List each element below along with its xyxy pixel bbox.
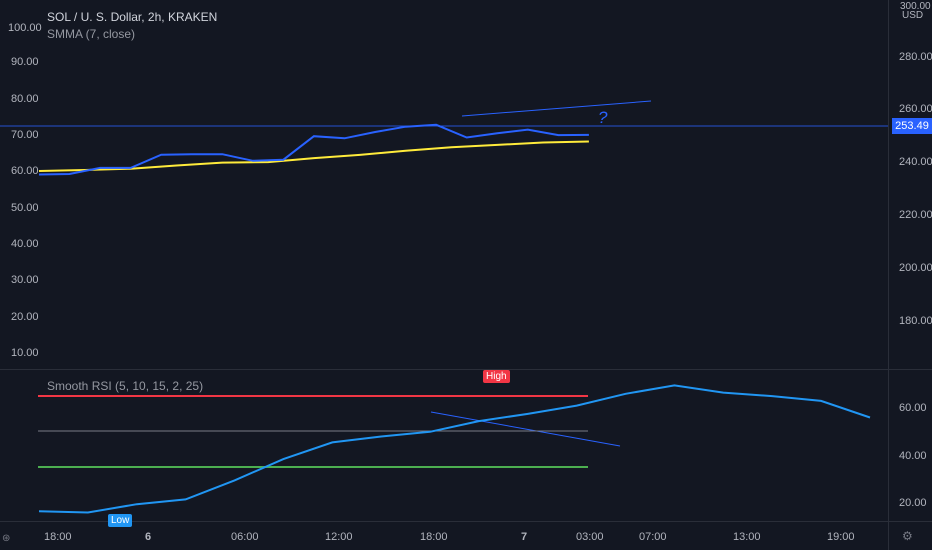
question-mark-annotation[interactable]: ? bbox=[598, 108, 608, 127]
rsi-axis-label: 40.00 bbox=[899, 450, 927, 462]
tradingview-logo-icon[interactable]: ⊛ bbox=[2, 533, 11, 544]
trendline-rsi-drawing[interactable] bbox=[430, 411, 621, 447]
time-axis-label: 18:00 bbox=[44, 531, 72, 543]
right-axis-label: 220.00 bbox=[899, 209, 932, 221]
rsi-line bbox=[38, 384, 871, 514]
left-axis-label: 60.00 bbox=[11, 165, 39, 177]
time-axis-label: 19:00 bbox=[827, 531, 855, 543]
smma-line bbox=[38, 140, 589, 172]
left-axis-label: 90.00 bbox=[11, 56, 39, 68]
left-axis-label: 50.00 bbox=[11, 202, 39, 214]
trendline-price-drawing[interactable] bbox=[461, 100, 652, 117]
right-axis-label: 180.00 bbox=[899, 315, 932, 327]
left-axis-label: 10.00 bbox=[11, 347, 39, 359]
rsi-axis-label: 60.00 bbox=[899, 402, 927, 414]
symbol-title[interactable]: SOL / U. S. Dollar, 2h, KRAKEN bbox=[47, 10, 218, 24]
time-axis-label: 07:00 bbox=[639, 531, 667, 543]
right-axis-label: 200.00 bbox=[899, 262, 932, 274]
gear-icon[interactable]: ⚙ bbox=[902, 529, 913, 543]
rsi-low-badge: Low bbox=[108, 514, 133, 527]
time-axis-label: 6 bbox=[145, 531, 152, 543]
time-axis-label: 12:00 bbox=[325, 531, 353, 543]
left-axis-label: 100.00 bbox=[8, 22, 42, 34]
time-axis-label: 7 bbox=[521, 531, 528, 543]
rsi-high-badge: High bbox=[483, 370, 510, 383]
price-line bbox=[38, 123, 589, 176]
rsi-axis-label: 20.00 bbox=[899, 497, 927, 509]
last-price-tag: 253.49 bbox=[892, 118, 932, 134]
time-axis-label: 06:00 bbox=[231, 531, 259, 543]
currency-label[interactable]: USD bbox=[902, 10, 924, 21]
left-axis-label: 30.00 bbox=[11, 274, 39, 286]
time-axis-label: 13:00 bbox=[733, 531, 761, 543]
time-axis-label: 18:00 bbox=[420, 531, 448, 543]
left-axis-label: 40.00 bbox=[11, 238, 39, 250]
left-axis-label: 20.00 bbox=[11, 311, 39, 323]
time-axis-label: 03:00 bbox=[576, 531, 604, 543]
right-axis-label: 280.00 bbox=[899, 51, 932, 63]
left-axis-label: 80.00 bbox=[11, 93, 39, 105]
rsi-indicator-label[interactable]: Smooth RSI (5, 10, 15, 2, 25) bbox=[47, 379, 204, 393]
smma-indicator-label[interactable]: SMMA (7, close) bbox=[47, 27, 136, 41]
right-axis-label: 260.00 bbox=[899, 103, 932, 115]
right-axis-label: 240.00 bbox=[899, 156, 932, 168]
left-axis-label: 70.00 bbox=[11, 129, 39, 141]
right-axis-top-label: 300.00 bbox=[900, 1, 931, 12]
